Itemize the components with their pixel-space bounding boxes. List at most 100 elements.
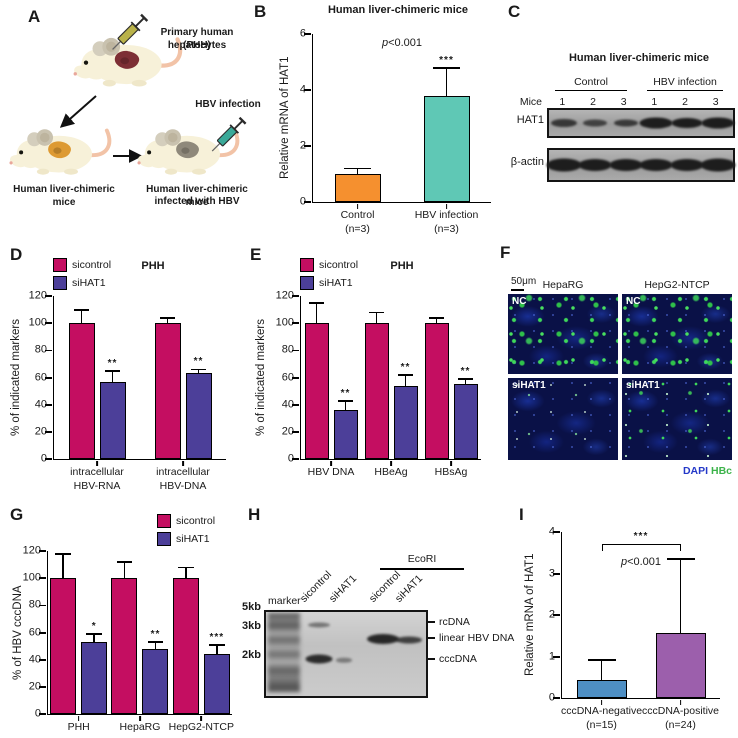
legend-item: sicontrol [53,258,111,272]
micrograph-hepg2-sihat1: siHAT1 [622,378,732,460]
x-axis-label: HBV DNA [307,466,355,478]
bar [333,410,358,459]
dapi-label: DAPI [682,465,709,477]
scale-bar-icon [511,289,524,291]
legend-label: siHAT1 [176,533,210,545]
chart-title: PHH [390,260,414,272]
y-tick-mark [553,531,560,533]
error-bar [123,561,126,579]
error-bar-cap [104,370,121,372]
x-axis-label: HepaRG [119,721,161,733]
x-axis-label: HBV infection (n=3) [414,209,479,235]
condition-label: NC [512,296,527,307]
y-tick-label: 6 [299,27,306,40]
y-tick-label: 20 [34,425,47,438]
protein-band [701,117,735,129]
legend: sicontrol siHAT1 [53,258,111,294]
error-bar-cap [338,400,353,402]
bar [364,323,389,459]
linear-hbv-dna-tick [428,637,435,639]
lane-number: 3 [620,96,627,108]
stain-legend: DAPI HBc [612,465,732,477]
lane-number: 3 [712,96,719,108]
ecori-label: EcoRI [407,553,437,565]
hbc-label: HBc [710,465,732,477]
bar [185,373,212,459]
y-tick-label: 100 [275,316,294,329]
error-bar-cap [343,167,372,170]
bar-group: ** HBeAg [361,296,421,478]
panel-b-chart: Human liver-chimeric mice Relative mRNA o… [268,0,503,240]
beta-actin-blot [546,148,736,182]
x-axis-label: HBsAg [434,466,468,478]
protein-band [546,158,582,172]
legend-label: sicontrol [319,259,359,271]
arrow-down-left-icon [59,95,97,128]
legend-item: sicontrol [300,258,358,272]
y-tick-mark [292,295,299,297]
significance: * [91,620,97,632]
protein-band [578,159,612,171]
marker-lane-smear [268,613,300,692]
bactin-row-label: β-actin [510,156,544,168]
protein-band [609,159,643,171]
error-bar [445,67,448,96]
y-tick-label: 2 [548,608,555,621]
error-bar [93,633,95,643]
y-tick-label: 0 [34,707,41,720]
plot-area: 0 20 40 60 80 100 120 ** intracellular HBV-RNA **… [29,290,226,492]
gel-image [264,610,428,698]
error-bar [375,312,378,324]
legend-swatch [157,532,171,546]
significance: *** [209,631,225,643]
y-tick-mark [304,89,311,92]
legend-item: siHAT1 [300,276,358,290]
p-value: p<0.001 [620,555,662,568]
x-tick-mark [330,461,332,466]
error-bar-cap [73,309,90,311]
y-tick-label: 80 [281,343,294,356]
rcdna-label: rcDNA [439,616,470,628]
error-bar [166,317,169,324]
panel-h-gel: EcoRI marker sicontrol siHAT1 sicontrol … [240,492,514,738]
error-bar-cap [309,302,324,304]
y-tick-mark [304,201,311,203]
error-bar [600,659,603,681]
hbv-infection-label: HBV infection [195,99,261,110]
error-bar-cap [666,558,695,560]
bar [576,680,627,698]
bar [423,95,470,202]
x-axis-label: intracellular HBV-RNA [70,466,124,492]
legend-swatch [157,514,171,528]
y-tick-label: 60 [28,626,41,638]
y-tick-mark [553,572,560,575]
error-bar-cap [458,378,473,380]
legend-label: sicontrol [72,259,112,271]
x-tick-mark [600,700,603,705]
error-bar [111,370,114,382]
group-label-control: Control [555,76,627,91]
panel-c-blot: Human liver-chimeric mice Control HBV in… [500,0,738,238]
y-tick-mark [553,697,560,699]
phh-abbrev-label: (PHH) [183,40,211,51]
y-tick-mark [553,655,560,658]
x-axis-label: cccDNA-positive (n=24) [641,705,720,731]
panel-label-e: E [250,245,262,264]
plot-area: 0 20 40 60 80 100 120 * PHH ** HepaRG *** HepG2-NTCP [23,545,234,733]
lane-label-marker: marker [268,595,301,607]
bar [655,632,706,698]
error-bar [356,168,359,174]
protein-band [551,119,578,127]
caption-infected-mice-line1: Human liver-chimeric mice [146,184,248,208]
y-tick-mark [304,145,311,148]
condition-label: siHAT1 [626,380,660,391]
protein-band [671,118,703,128]
bar-group: cccDNA-negative (n=15) [561,532,642,731]
protein-band [639,117,673,129]
y-tick-mark [39,577,46,580]
bar-group: *** HBV infection (n=3) [402,34,491,235]
bar [68,323,95,459]
micrograph-heparg-sihat1: siHAT1 [508,378,618,460]
significance: *** [633,530,649,542]
